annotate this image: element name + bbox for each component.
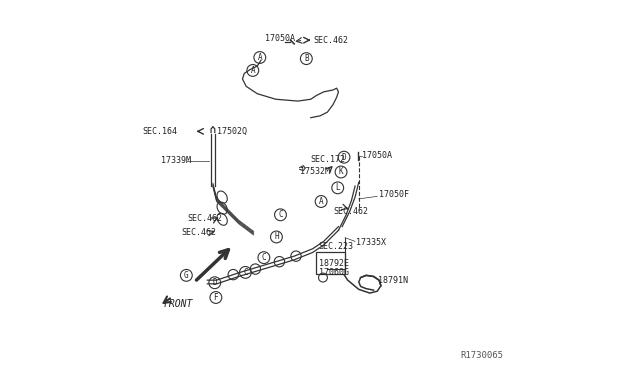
Text: C: C xyxy=(262,253,266,262)
Text: 17532M: 17532M xyxy=(300,167,330,176)
Text: SEC.462: SEC.462 xyxy=(182,228,216,237)
Text: SEC.223: SEC.223 xyxy=(318,243,353,251)
Text: A: A xyxy=(250,66,255,75)
Text: SEC.462: SEC.462 xyxy=(187,214,222,223)
Text: R1730065: R1730065 xyxy=(460,351,503,360)
Text: H: H xyxy=(274,232,279,241)
Text: 18792E: 18792E xyxy=(319,259,349,268)
Text: G: G xyxy=(184,271,189,280)
Text: C: C xyxy=(278,210,283,219)
Text: SEC.164: SEC.164 xyxy=(143,127,178,136)
Text: A: A xyxy=(257,53,262,62)
Text: 17050A: 17050A xyxy=(362,151,392,160)
Text: C: C xyxy=(243,268,248,277)
Text: 17050A: 17050A xyxy=(264,34,294,43)
Text: A: A xyxy=(319,197,323,206)
Text: SEC.462: SEC.462 xyxy=(333,206,368,216)
Text: 18791N: 18791N xyxy=(378,276,408,285)
Text: SEC.172: SEC.172 xyxy=(311,155,346,164)
Text: 17335X: 17335X xyxy=(356,238,386,247)
Text: 17502Q: 17502Q xyxy=(216,127,246,136)
Text: D: D xyxy=(342,153,346,162)
Text: FRONT: FRONT xyxy=(163,299,193,309)
Text: F: F xyxy=(214,293,218,302)
Text: 17050F: 17050F xyxy=(379,190,409,199)
Text: L: L xyxy=(335,183,340,192)
Text: D: D xyxy=(212,278,217,287)
Text: B: B xyxy=(304,54,308,63)
Text: SEC.462: SEC.462 xyxy=(314,36,348,45)
Text: 17060G: 17060G xyxy=(319,267,349,276)
Text: K: K xyxy=(339,167,343,176)
Text: 17339M: 17339M xyxy=(161,156,191,166)
